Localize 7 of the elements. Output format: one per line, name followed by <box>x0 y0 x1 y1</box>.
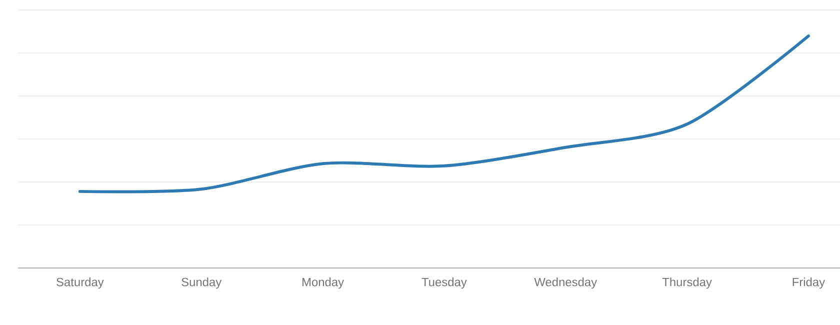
x-tick-label: Sunday <box>182 278 222 289</box>
x-tick-label: Wednesday <box>534 278 598 289</box>
x-tick-label: Saturday <box>56 278 104 289</box>
x-tick-label: Thursday <box>662 278 712 289</box>
x-tick-label: Tuesday <box>422 278 467 289</box>
x-tick-label: Monday <box>302 278 344 289</box>
x-tick-label: Friday <box>792 278 826 289</box>
